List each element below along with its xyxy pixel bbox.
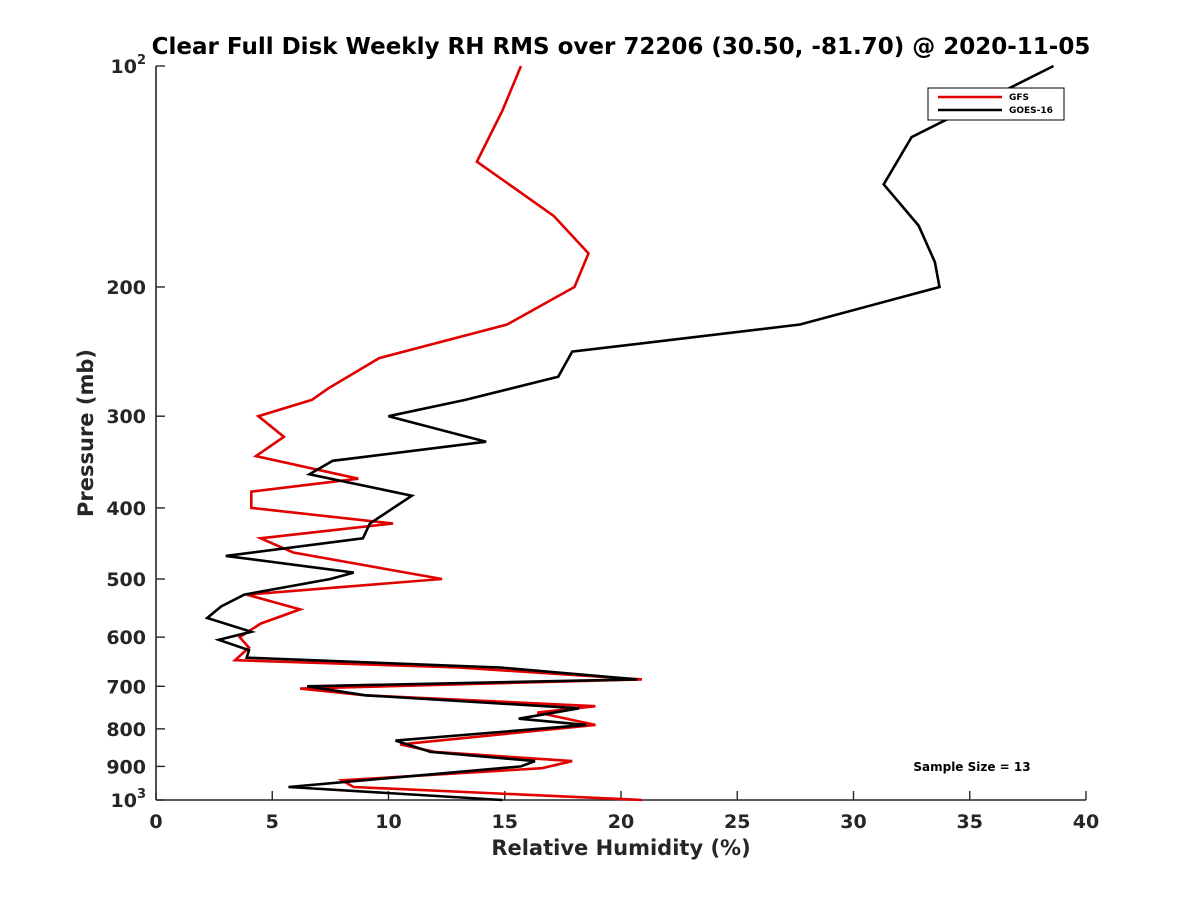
y-tick-label: 103: [111, 787, 147, 812]
x-ticks: 0 5 10 15 20 25 30 35 40: [149, 791, 1099, 833]
x-tick-label: 10: [375, 811, 401, 833]
y-ticks: 102 200 300 400 500 600 700 800 900 103: [106, 53, 165, 812]
sample-size-annotation: Sample Size = 13: [913, 760, 1030, 774]
x-tick-label: 5: [266, 811, 279, 833]
series-line-gfs: [231, 65, 642, 802]
legend-box: [927, 87, 1065, 121]
x-tick-label: 20: [608, 811, 634, 833]
x-tick-label: 40: [1073, 811, 1099, 833]
x-tick-label: 30: [840, 811, 866, 833]
y-tick-label: 400: [106, 498, 146, 520]
y-tick-label: 900: [106, 756, 146, 778]
y-tick-label: 700: [106, 676, 146, 698]
y-tick-label: 300: [106, 406, 146, 428]
x-axis-label: Relative Humidity (%): [491, 836, 750, 860]
x-tick-label: 0: [149, 811, 162, 833]
series-line-goes16: [204, 64, 1055, 802]
y-tick-label: 600: [106, 627, 146, 649]
axes: 0 5 10 15 20 25 30 35 40 102 200 300 400 500 600 700 80…: [106, 53, 1099, 833]
legend-label-gfs: GFS: [1009, 93, 1029, 103]
series-layer: [204, 64, 1055, 802]
x-tick-label: 35: [957, 811, 983, 833]
y-tick-label: 800: [106, 719, 146, 741]
chart-title: Clear Full Disk Weekly RH RMS over 72206…: [152, 34, 1091, 60]
y-tick-label: 200: [106, 277, 146, 299]
x-tick-label: 25: [724, 811, 750, 833]
legend: GFS GOES-16: [927, 87, 1065, 121]
y-tick-label: 102: [111, 53, 147, 78]
y-tick-label: 500: [106, 569, 146, 591]
x-tick-label: 15: [492, 811, 518, 833]
y-axis-label: Pressure (mb): [74, 349, 98, 517]
legend-label-goes16: GOES-16: [1009, 106, 1053, 116]
